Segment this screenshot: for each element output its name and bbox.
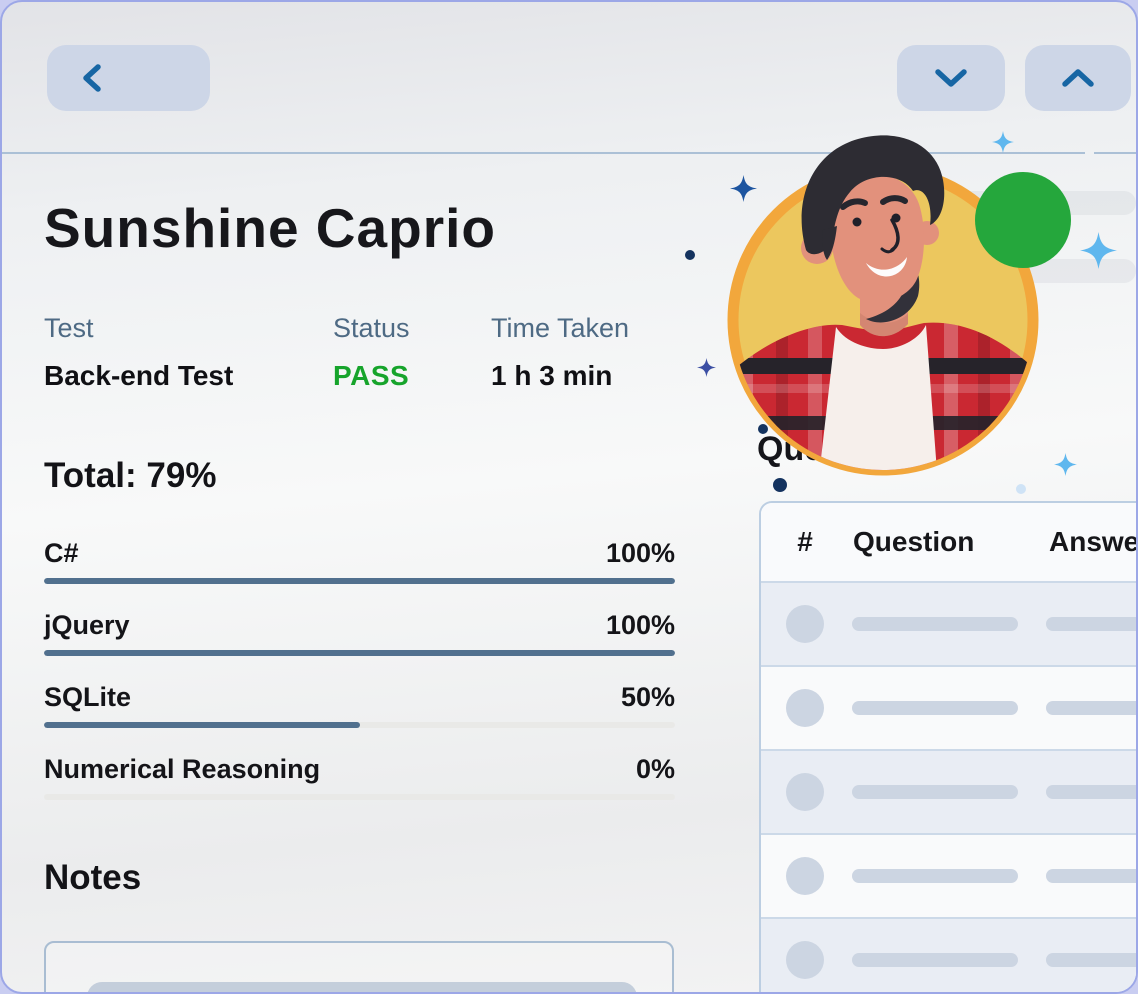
skill-name: Numerical Reasoning xyxy=(44,754,321,784)
row-number-skeleton xyxy=(786,689,824,727)
skill-progressbar xyxy=(44,578,675,584)
table-header: # Question Answer xyxy=(761,503,1138,583)
meta-test: Test Back-end Test xyxy=(44,312,333,392)
status-badge: PASS xyxy=(333,360,410,391)
answer-skeleton xyxy=(1046,869,1136,883)
chevron-left-icon xyxy=(83,64,101,92)
answer-skeleton xyxy=(1046,701,1136,715)
table-row[interactable] xyxy=(761,919,1136,992)
expand-button[interactable] xyxy=(1025,45,1131,111)
candidate-name: Sunshine Caprio xyxy=(44,197,496,259)
question-skeleton xyxy=(852,953,1018,967)
question-skeleton xyxy=(852,869,1018,883)
candidate-avatar xyxy=(720,130,1046,480)
skill-name: SQLite xyxy=(44,682,132,712)
back-button[interactable] xyxy=(47,45,210,111)
skill-progressbar xyxy=(44,722,675,728)
notes-input[interactable] xyxy=(44,941,674,992)
decor-dot xyxy=(758,424,768,434)
table-row[interactable] xyxy=(761,835,1136,919)
skill-progressbar xyxy=(44,650,675,656)
skill-percent: 100% xyxy=(605,610,675,640)
sparkle-icon xyxy=(992,131,1014,153)
row-number-skeleton xyxy=(786,773,824,811)
skill-percent: 50% xyxy=(620,682,675,712)
decor-dot xyxy=(1016,484,1026,494)
meta-status: Status PASS xyxy=(333,312,491,392)
decor-dot xyxy=(685,250,695,260)
row-number-skeleton xyxy=(786,941,824,979)
skill-row: jQuery 100% xyxy=(44,610,675,682)
skill-progressbar-fill xyxy=(44,650,675,656)
row-number-skeleton xyxy=(786,605,824,643)
question-skeleton xyxy=(852,617,1018,631)
column-number: # xyxy=(797,526,813,557)
skill-name: C# xyxy=(44,538,79,568)
note-placeholder-bar xyxy=(87,982,637,992)
skill-percent: 0% xyxy=(635,754,675,784)
table-row[interactable] xyxy=(761,667,1136,751)
notes-heading: Notes xyxy=(44,858,142,897)
sparkle-icon xyxy=(1054,453,1077,476)
sparkle-icon xyxy=(1080,232,1117,269)
sparkle-icon xyxy=(730,175,757,202)
decor-dot xyxy=(773,478,787,492)
test-meta: Test Back-end Test Status PASS Time Take… xyxy=(44,312,629,392)
row-number-skeleton xyxy=(786,857,824,895)
question-skeleton xyxy=(852,785,1018,799)
table-row[interactable] xyxy=(761,751,1136,835)
skill-progressbar xyxy=(44,794,675,800)
meta-label: Status xyxy=(333,313,410,343)
online-status-dot xyxy=(975,172,1071,268)
skill-percent: 100% xyxy=(605,538,675,568)
chevron-down-icon xyxy=(935,69,967,87)
skill-progressbar-fill xyxy=(44,722,360,728)
skill-progressbar-fill xyxy=(44,578,675,584)
meta-value: 1 h 3 min xyxy=(491,360,613,391)
skill-row: C# 100% xyxy=(44,538,675,610)
collapse-button[interactable] xyxy=(897,45,1005,111)
table-row[interactable] xyxy=(761,583,1136,667)
skill-name: jQuery xyxy=(44,610,130,640)
skill-row: SQLite 50% xyxy=(44,682,675,754)
meta-time-taken: Time Taken 1 h 3 min xyxy=(491,312,629,392)
column-question: Question xyxy=(853,526,975,557)
header-divider-segment xyxy=(1094,152,1136,154)
total-score: Total: 79% xyxy=(44,456,217,495)
avatar-illustration xyxy=(727,135,1039,476)
answer-skeleton xyxy=(1046,785,1136,799)
question-skeleton xyxy=(852,701,1018,715)
questions-table: # Question Answer xyxy=(759,501,1138,992)
sparkle-icon xyxy=(697,358,716,377)
column-answer: Answer xyxy=(1049,526,1138,557)
meta-label: Test xyxy=(44,313,94,343)
meta-value: Back-end Test xyxy=(44,360,234,391)
table-body xyxy=(761,583,1136,992)
header-divider xyxy=(2,152,1085,154)
meta-label: Time Taken xyxy=(491,313,630,343)
chevron-up-icon xyxy=(1062,69,1094,87)
skill-row: Numerical Reasoning 0% xyxy=(44,754,675,826)
skill-scores: C# 100% jQuery 100% SQLite 50% xyxy=(44,538,675,826)
answer-skeleton xyxy=(1046,617,1136,631)
answer-skeleton xyxy=(1046,953,1136,967)
